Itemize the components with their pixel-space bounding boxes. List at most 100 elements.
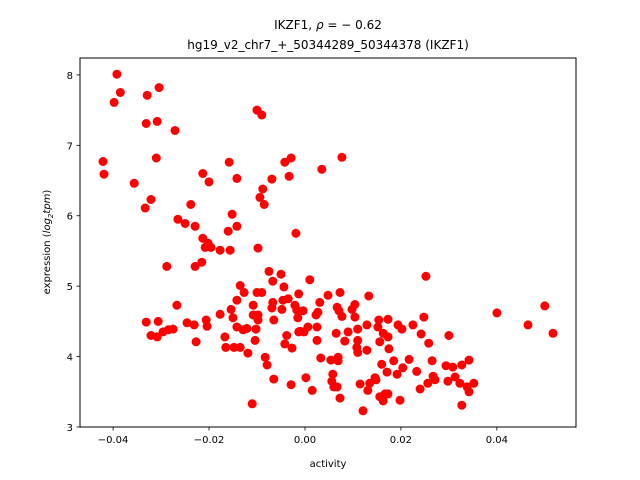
data-point: [457, 360, 467, 370]
data-point: [262, 360, 272, 370]
data-point: [363, 385, 373, 395]
data-point: [226, 304, 236, 314]
data-point: [286, 380, 296, 390]
data-point: [190, 261, 200, 271]
y-axis-label: expression (log2tpm): [42, 190, 55, 295]
data-point: [269, 315, 279, 325]
data-point: [229, 342, 239, 352]
data-point: [257, 288, 267, 297]
data-point: [202, 321, 212, 331]
data-point: [469, 378, 479, 388]
data-point: [259, 200, 269, 209]
data-point: [141, 317, 151, 327]
data-point: [215, 245, 225, 255]
data-point: [343, 327, 353, 337]
points-layer: [98, 69, 558, 416]
data-point: [239, 288, 249, 297]
data-point: [190, 221, 200, 231]
data-point: [382, 367, 392, 377]
data-point: [316, 353, 326, 363]
data-point: [180, 219, 190, 228]
data-point: [335, 393, 345, 403]
x-tick-label: 0.04: [486, 435, 508, 446]
data-point: [279, 282, 289, 292]
data-point: [232, 295, 242, 305]
data-point: [421, 271, 431, 281]
data-point: [284, 171, 294, 181]
data-point: [347, 304, 357, 314]
data-point: [197, 257, 207, 267]
data-point: [287, 343, 297, 353]
data-point: [295, 326, 305, 336]
data-point: [206, 242, 216, 252]
data-point: [430, 375, 440, 385]
data-point: [255, 192, 265, 202]
data-point: [268, 276, 278, 286]
data-point: [232, 221, 242, 231]
data-point: [523, 320, 533, 330]
data-point: [225, 245, 235, 255]
data-point: [416, 329, 426, 339]
data-point: [301, 373, 311, 383]
x-tick-label: −0.04: [98, 435, 129, 446]
data-point: [260, 352, 270, 362]
data-point: [115, 88, 125, 97]
data-point: [305, 275, 315, 285]
data-point: [384, 344, 394, 354]
data-point: [353, 347, 363, 357]
data-point: [312, 335, 322, 345]
data-point: [378, 396, 388, 406]
chart-title-line1: IKZF1, ρ = − 0.62: [274, 18, 382, 32]
data-point: [326, 355, 336, 365]
data-point: [173, 214, 183, 224]
data-point: [389, 356, 399, 366]
data-point: [267, 174, 277, 184]
data-point: [223, 226, 233, 236]
data-point: [267, 303, 277, 313]
data-point: [423, 378, 433, 388]
chart-title-line2: hg19_v2_chr7_+_50344289_50344378 (IKZF1): [187, 38, 469, 52]
y-tick-label: 5: [67, 282, 73, 293]
data-point: [311, 310, 321, 320]
data-point: [154, 83, 164, 93]
data-point: [141, 119, 151, 128]
data-point: [448, 362, 458, 372]
data-point: [228, 313, 238, 323]
data-point: [258, 184, 268, 194]
data-point: [364, 291, 374, 301]
data-point: [269, 374, 279, 384]
data-point: [98, 157, 108, 166]
data-point: [450, 372, 460, 382]
data-point: [280, 339, 290, 349]
data-point: [294, 289, 304, 299]
data-point: [291, 228, 301, 238]
data-point: [350, 312, 360, 322]
data-point: [142, 90, 152, 100]
data-point: [112, 69, 122, 79]
data-point: [168, 324, 178, 334]
data-point: [419, 312, 429, 322]
data-point: [377, 359, 387, 369]
data-point: [395, 395, 405, 405]
y-tick-label: 8: [67, 71, 73, 82]
data-point: [186, 200, 196, 209]
y-tick-label: 7: [67, 141, 73, 152]
data-point: [333, 356, 343, 366]
data-point: [235, 342, 245, 352]
data-point: [129, 178, 139, 188]
data-point: [146, 195, 156, 204]
data-point: [170, 126, 180, 135]
data-point: [242, 323, 252, 333]
data-point: [172, 300, 182, 310]
x-axis-label: activity: [310, 459, 347, 470]
data-point: [371, 375, 381, 385]
data-point: [548, 328, 558, 338]
data-point: [152, 116, 162, 126]
data-point: [247, 399, 257, 409]
data-point: [198, 169, 208, 178]
y-tick-label: 4: [67, 353, 73, 364]
data-point: [337, 152, 347, 162]
y-tick-label: 3: [67, 423, 73, 434]
data-point: [332, 382, 342, 392]
